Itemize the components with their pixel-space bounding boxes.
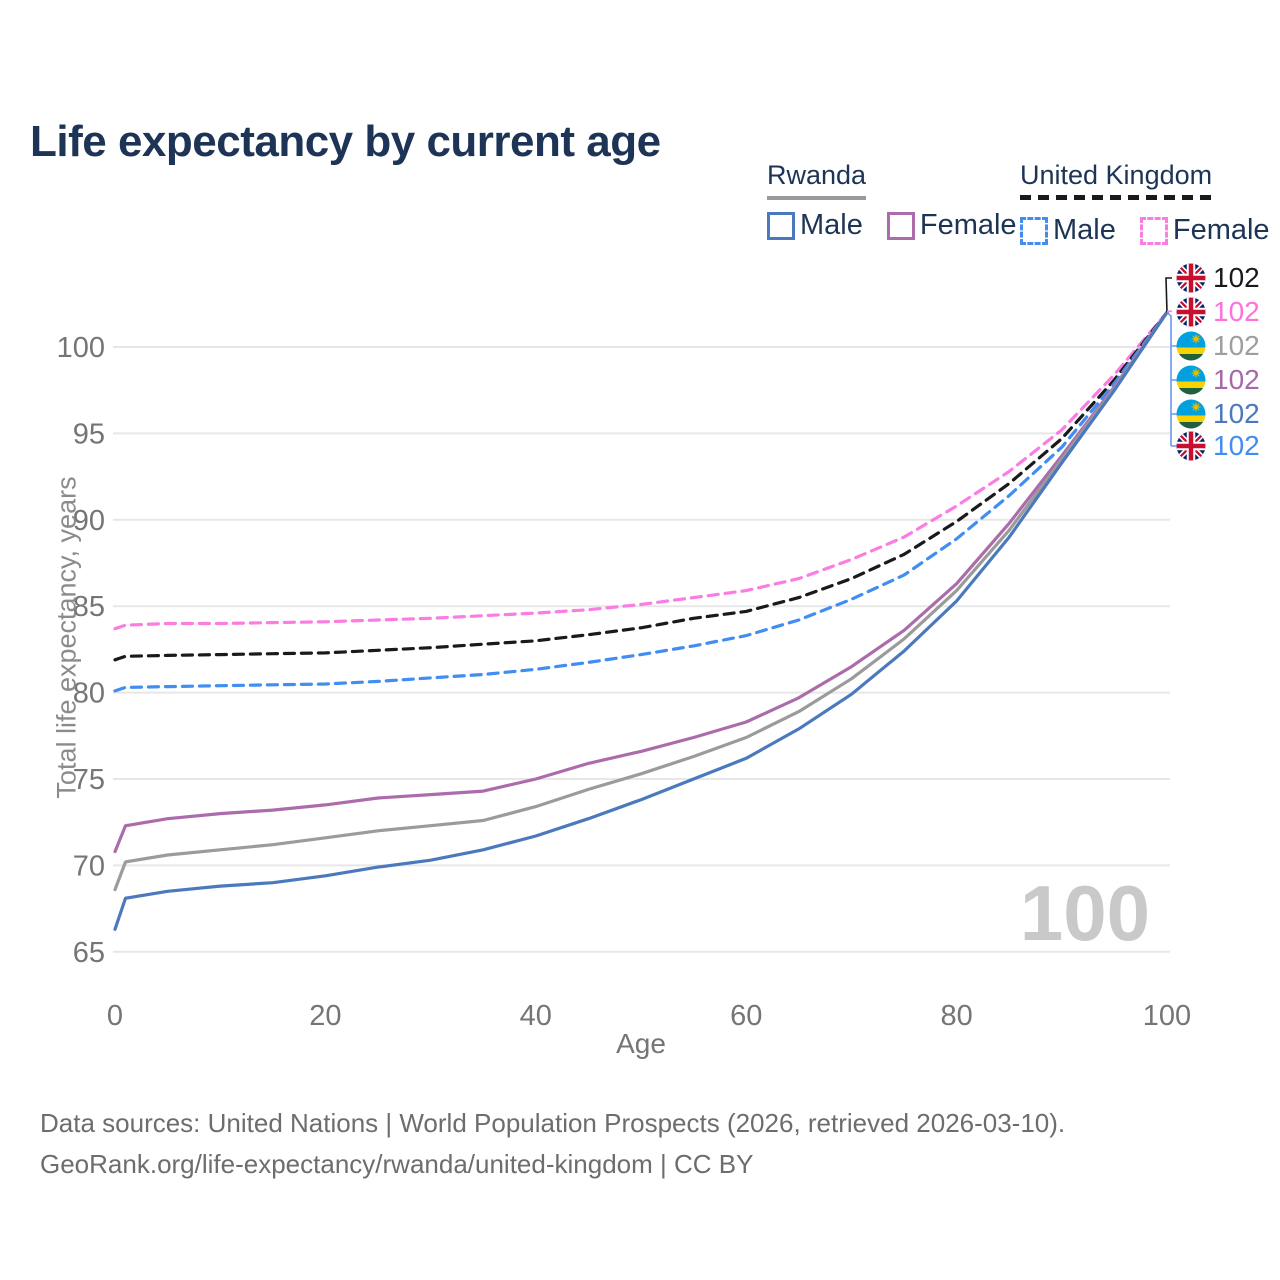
legend-item-rwanda-female[interactable]: Female: [886, 209, 1017, 242]
uk-flag-icon: [1176, 431, 1206, 461]
hover-age-watermark: 100: [1019, 869, 1150, 957]
y-tick-80: 80: [73, 678, 105, 710]
legend-swatch-icon: [886, 211, 915, 240]
y-tick-75: 75: [73, 764, 105, 796]
legend-item-label: Male: [800, 209, 863, 241]
end-label-rwanda-3: 102: [1176, 364, 1260, 395]
legend-swatch-icon: [1139, 216, 1168, 245]
series-line-rwanda-female: [113, 310, 1169, 854]
series-line-united-kingdom-combined: [113, 310, 1169, 662]
y-tick-70: 70: [73, 850, 105, 882]
legend-item-rwanda-male[interactable]: Male: [767, 209, 863, 242]
series-line-rwanda-combined: [113, 310, 1169, 892]
x-tick-40: 40: [520, 1000, 552, 1032]
end-label-value: 102: [1213, 430, 1260, 461]
legend-swatch-icon: [1020, 216, 1048, 245]
legend-item-label: Female: [1172, 214, 1270, 246]
legend-item-united-kingdom-female[interactable]: Female: [1139, 214, 1270, 247]
end-label-uk-0: 102: [1176, 262, 1260, 293]
legend-item-label: Female: [919, 209, 1017, 241]
leader-line-blue: [1166, 311, 1177, 447]
series-line-united-kingdom-male: [113, 310, 1169, 693]
legend-country-rwanda[interactable]: Rwanda: [767, 160, 867, 200]
uk-flag-icon: [1176, 263, 1206, 293]
y-tick-85: 85: [73, 591, 105, 623]
uk-flag-icon: [1176, 297, 1206, 327]
end-label-value: 102: [1213, 262, 1260, 293]
page-title: Life expectancy by current age: [30, 117, 661, 167]
end-label-rwanda-2: 102: [1176, 330, 1260, 361]
legend-group-united-kingdom: United Kingdom Male Female: [1020, 160, 1270, 247]
footer-data-sources: Data sources: United Nations | World Pop…: [40, 1108, 1066, 1138]
legend-country-united-kingdom[interactable]: United Kingdom: [1020, 160, 1213, 205]
leader-line-black: [1165, 277, 1172, 313]
end-label-value: 102: [1213, 330, 1260, 361]
x-tick-60: 60: [730, 1000, 762, 1032]
end-label-uk-5: 102: [1176, 430, 1260, 461]
y-tick-65: 65: [73, 937, 105, 969]
dashed-underline: [1020, 195, 1213, 200]
y-axis-title: Total life expectancy, years: [51, 476, 82, 799]
end-label-value: 102: [1213, 296, 1260, 327]
series-line-rwanda-male: [113, 310, 1169, 931]
y-tick-90: 90: [73, 505, 105, 537]
rwanda-flag-icon: [1176, 331, 1206, 361]
legend-group-rwanda: Rwanda Male Female: [767, 160, 1017, 242]
end-label-uk-1: 102: [1176, 296, 1260, 327]
series-line-united-kingdom-female: [113, 310, 1169, 631]
rwanda-flag-icon: [1176, 399, 1206, 429]
footer-url-license: GeoRank.org/life-expectancy/rwanda/unite…: [40, 1149, 754, 1179]
y-tick-100: 100: [57, 332, 105, 364]
legend-row: Male Female: [1020, 214, 1270, 247]
y-tick-95: 95: [73, 418, 105, 450]
x-tick-20: 20: [309, 1000, 341, 1032]
end-label-rwanda-4: 102: [1176, 398, 1260, 429]
x-axis-title: Age: [616, 1028, 666, 1059]
legend-swatch-icon: [767, 211, 795, 240]
legend-item-united-kingdom-male[interactable]: Male: [1020, 214, 1116, 247]
x-tick-100: 100: [1143, 1000, 1191, 1032]
legend-item-label: Male: [1053, 214, 1116, 246]
legend-row: Male Female: [767, 209, 1017, 242]
footer-attribution: Data sources: United Nations | World Pop…: [40, 1103, 1065, 1185]
end-label-value: 102: [1213, 364, 1260, 395]
x-tick-80: 80: [940, 1000, 972, 1032]
rwanda-flag-icon: [1176, 365, 1206, 395]
x-tick-0: 0: [107, 1000, 123, 1032]
end-label-value: 102: [1213, 398, 1260, 429]
